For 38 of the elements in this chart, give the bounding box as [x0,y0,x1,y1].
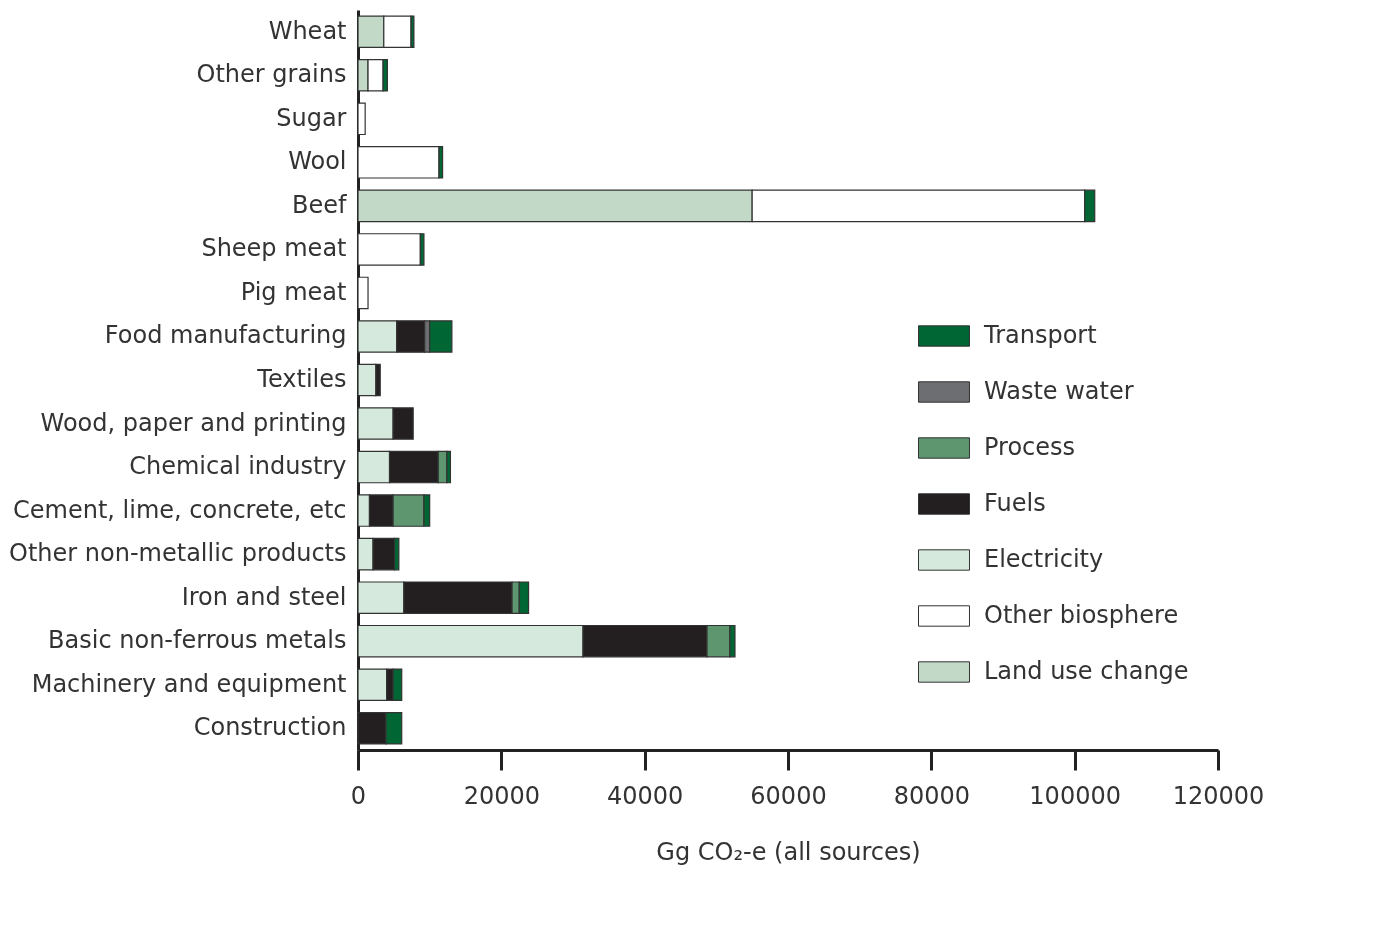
legend-label: Land use change [984,657,1189,685]
legend-label: Process [984,433,1076,461]
y-tick-label: Other grains [196,60,347,89]
y-tick-label: Construction [193,713,347,742]
y-tick-label: Textiles [256,365,347,393]
y-tick-label: Sugar [276,103,347,132]
x-tick-label: 80000 [893,781,971,810]
bar [357,233,421,266]
y-tick-label: Pig meat [240,277,347,306]
x-tick-label: 100000 [1029,781,1121,810]
bar [357,276,369,310]
bar [357,668,388,701]
y-tick-label: Chemical industry [129,452,347,481]
legend-label: Electricity [984,545,1104,573]
x-tick-label: 60000 [750,781,827,810]
y-tick-label: Food manufacturing [104,321,347,350]
y-tick-label: Wheat [268,16,347,45]
legend-label: Waste water [984,377,1134,405]
x-tick-label: 120000 [1172,781,1265,810]
legend-label: Transport [983,321,1097,349]
legend-label: Fuels [984,489,1046,517]
y-tick-label: Iron and steel [181,582,347,611]
y-tick-label: Cement, lime, concrete, etc [13,495,347,524]
legend-label: Other biosphere [984,601,1179,629]
y-tick-label: Sheep meat [201,234,347,263]
y-tick-label: Wood, paper and printing [40,408,347,437]
y-tick-label: Other non-metallic products [9,539,347,568]
y-tick-label: Beef [292,190,348,219]
y-tick-label: Machinery and equipment [31,669,347,698]
x-axis-title: Gg CO₂-e (all sources) [656,837,921,866]
bar [357,102,366,136]
x-tick-label: 20000 [463,781,541,810]
y-tick-label: Basic non-ferrous metals [48,626,347,655]
y-tick-label: Wool [288,147,347,176]
bar [357,146,440,179]
x-tick-label: 0 [350,781,367,810]
bar [357,363,377,397]
x-tick-label: 40000 [606,781,684,810]
